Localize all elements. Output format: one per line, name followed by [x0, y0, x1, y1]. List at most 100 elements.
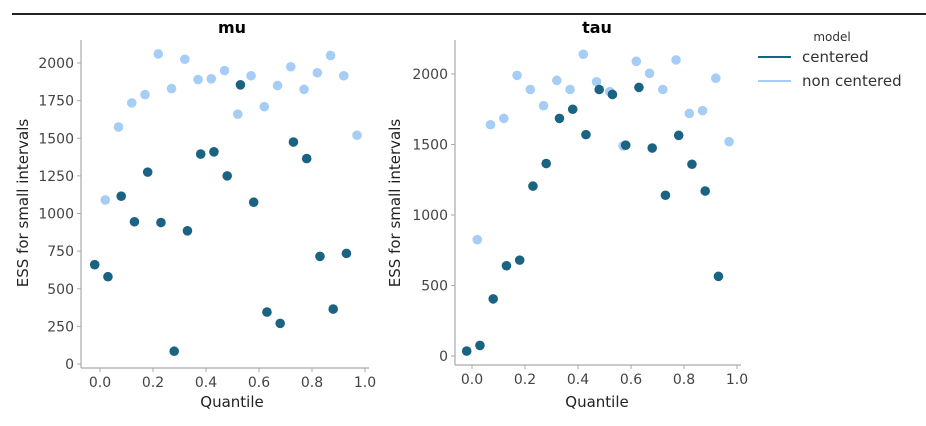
subplot-mu: mu ESS for small intervals Quantile 0 250…	[14, 18, 376, 411]
y-tick-label: 1000	[412, 208, 448, 224]
subplot-title: tau	[582, 18, 612, 37]
x-tick-label: 0.4	[567, 372, 589, 388]
data-point-centered	[554, 113, 565, 124]
y-tick-label: 0	[439, 349, 448, 365]
data-point-centered	[501, 260, 512, 271]
data-point-centered	[89, 259, 100, 270]
data-point-non-centered	[113, 122, 124, 132]
data-point-non-centered	[724, 136, 734, 147]
data-point-centered	[116, 191, 126, 201]
y-tick-label: 1500	[412, 138, 448, 154]
data-point-non-centered	[219, 65, 230, 76]
data-point-non-centered	[312, 67, 323, 78]
x-tick-label: 0.2	[142, 375, 164, 391]
data-point-centered	[541, 158, 551, 169]
data-point-centered	[288, 137, 299, 147]
data-point-non-centered	[472, 234, 483, 245]
x-tick-label: 0.8	[673, 372, 695, 388]
axes: 0 500 1000 1500 2000 0.0 0.2 0.4 0.6 0.8 1.0	[412, 40, 748, 388]
data-point-centered	[262, 307, 272, 317]
legend-label-non-centered: non centered	[802, 72, 902, 90]
data-point-non-centered	[299, 84, 309, 95]
data-point-centered	[301, 153, 312, 164]
data-point-non-centered	[631, 56, 642, 67]
data-point-non-centered	[538, 100, 549, 111]
data-point-non-centered	[193, 74, 203, 85]
y-tick-label: 1250	[38, 169, 74, 185]
data-point-non-centered	[206, 74, 217, 84]
data-point-centered	[514, 255, 525, 265]
x-tick-label: 0.6	[248, 375, 270, 391]
data-point-non-centered	[658, 84, 668, 95]
data-point-centered	[620, 140, 631, 151]
data-point-centered	[461, 346, 472, 356]
data-point-centered	[607, 89, 618, 100]
scatter-points	[89, 49, 362, 357]
x-tick-label: 0.6	[620, 372, 642, 388]
data-point-centered	[475, 340, 485, 351]
data-point-centered	[634, 82, 644, 93]
data-point-non-centered	[352, 130, 362, 141]
data-point-centered	[328, 304, 339, 314]
y-tick-label: 250	[47, 319, 74, 335]
legend: model centered non centered	[758, 30, 902, 90]
x-tick-label: 0.0	[89, 375, 111, 391]
data-point-centered	[647, 143, 657, 153]
y-tick-label: 750	[47, 244, 74, 260]
data-point-centered	[169, 346, 179, 357]
data-point-non-centered	[512, 70, 522, 81]
data-point-non-centered	[644, 68, 655, 79]
data-point-centered	[235, 80, 246, 90]
data-point-non-centered	[525, 84, 536, 95]
data-point-centered	[248, 197, 259, 208]
data-point-non-centered	[286, 61, 296, 72]
data-point-centered	[581, 129, 591, 140]
data-point-centered	[156, 217, 166, 228]
data-point-centered	[488, 294, 499, 304]
data-point-centered	[142, 167, 153, 177]
y-tick-label: 1000	[38, 207, 74, 223]
data-point-non-centered	[578, 49, 589, 60]
data-point-non-centered	[166, 83, 177, 94]
data-point-centered	[713, 271, 724, 282]
data-point-centered	[594, 84, 604, 95]
data-point-centered	[182, 226, 193, 236]
x-axis-label: Quantile	[565, 393, 628, 411]
y-tick-label: 2000	[412, 67, 448, 83]
data-point-non-centered	[272, 80, 283, 91]
data-point-centered	[341, 248, 352, 259]
top-border-line	[12, 13, 926, 15]
y-tick-label: 500	[47, 282, 74, 298]
data-point-non-centered	[153, 49, 164, 59]
subplot-title: mu	[218, 18, 246, 37]
data-point-non-centered	[259, 101, 270, 112]
data-point-non-centered	[552, 75, 562, 86]
x-tick-label: 0.4	[195, 375, 217, 391]
data-point-non-centered	[591, 76, 602, 87]
x-tick-label: 0.2	[514, 372, 536, 388]
subplot-tau: tau ESS for small intervals Quantile 0 50…	[386, 18, 748, 411]
data-point-non-centered	[711, 73, 721, 84]
data-point-centered	[275, 318, 286, 329]
data-point-non-centered	[246, 70, 256, 81]
data-point-non-centered	[684, 108, 695, 119]
y-tick-label: 1500	[38, 131, 74, 147]
y-tick-label: 500	[421, 279, 448, 295]
data-point-centered	[673, 130, 684, 141]
data-point-centered	[567, 104, 578, 115]
x-tick-label: 1.0	[726, 372, 748, 388]
data-point-centered	[195, 149, 206, 159]
data-point-centered	[103, 271, 113, 282]
data-point-centered	[528, 181, 538, 191]
y-tick-label: 2000	[38, 56, 74, 72]
x-axis-label: Quantile	[200, 393, 263, 411]
data-point-non-centered	[100, 195, 111, 205]
data-point-centered	[222, 171, 232, 181]
data-point-non-centered	[180, 54, 190, 65]
data-point-non-centered	[565, 84, 575, 95]
data-point-non-centered	[339, 70, 349, 81]
data-point-non-centered	[485, 119, 496, 130]
data-point-non-centered	[671, 55, 681, 65]
data-point-non-centered	[140, 89, 150, 100]
